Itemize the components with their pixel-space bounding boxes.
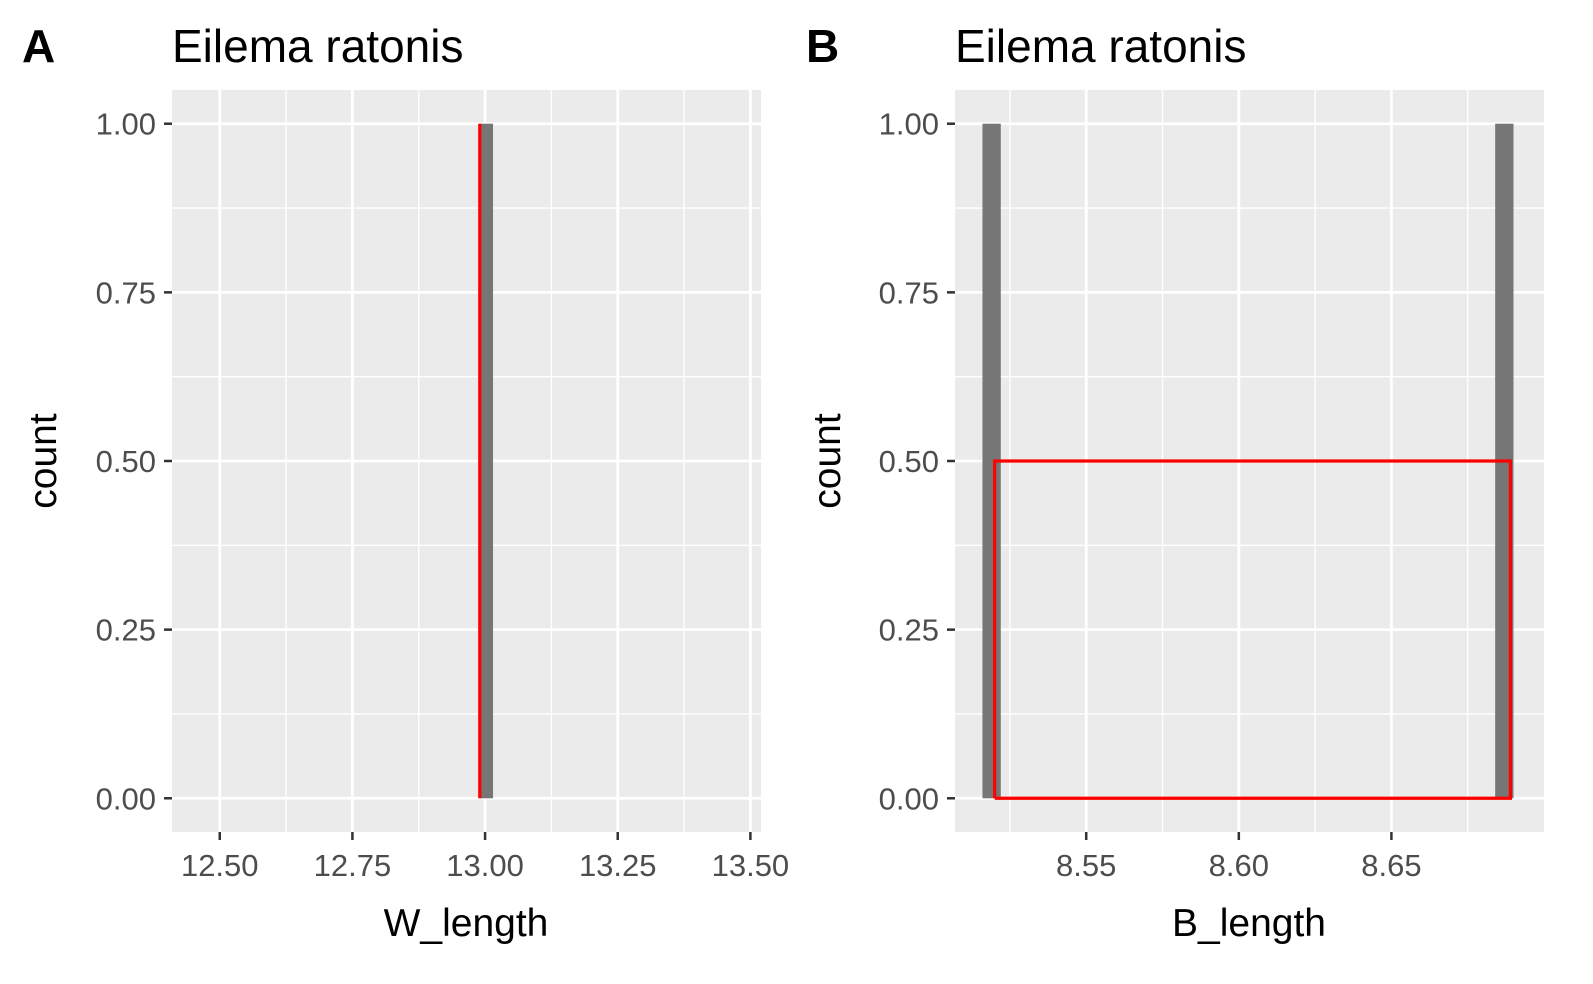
histogram-bars [479, 123, 494, 799]
x-axis: 12.50 12.75 13.00 13.25 13.50 [181, 832, 789, 883]
panel-title: Eilema ratonis [172, 20, 463, 72]
x-axis-title: B_length [1172, 902, 1326, 945]
y-tick-label: 1.00 [879, 107, 939, 142]
y-tick-label: 0.75 [96, 275, 156, 310]
x-tick-label: 8.65 [1361, 848, 1421, 883]
y-tick-label: 0.50 [96, 444, 156, 479]
x-tick-label: 12.75 [314, 848, 392, 883]
x-tick-label: 12.50 [181, 848, 259, 883]
y-tick-label: 0.00 [96, 781, 156, 816]
x-tick-label: 8.60 [1209, 848, 1269, 883]
x-axis: 8.55 8.60 8.65 [1056, 832, 1422, 883]
x-tick-label: 13.00 [446, 848, 524, 883]
x-tick-label: 8.55 [1056, 848, 1116, 883]
y-axis: 0.00 0.25 0.50 0.75 1.00 [96, 107, 172, 816]
panel-a: A Eilema ratonis 12.50 12.75 13.00 13.25 13.… [22, 20, 789, 945]
x-axis-title: W_length [384, 902, 549, 945]
y-tick-label: 0.75 [879, 275, 939, 310]
overlay-line [993, 459, 1513, 800]
y-axis-title: count [22, 413, 65, 509]
overlay-lines [993, 459, 1513, 800]
y-axis: 0.00 0.25 0.50 0.75 1.00 [879, 107, 955, 816]
panel-label: B [806, 20, 839, 72]
histogram-bar [479, 123, 494, 799]
panel-label: A [22, 20, 55, 72]
y-axis-title: count [806, 413, 849, 509]
y-tick-label: 0.50 [879, 444, 939, 479]
y-tick-label: 1.00 [96, 107, 156, 142]
y-tick-label: 0.25 [96, 613, 156, 648]
panel-b: B Eilema ratonis 8.55 8.60 8.65 0.000.250.… [806, 20, 1544, 945]
x-tick-label: 13.25 [579, 848, 657, 883]
y-tick-label: 0.25 [879, 613, 939, 648]
x-tick-label: 13.50 [712, 848, 790, 883]
y-tick-label: 0.00 [879, 781, 939, 816]
panel-title: Eilema ratonis [955, 20, 1246, 72]
